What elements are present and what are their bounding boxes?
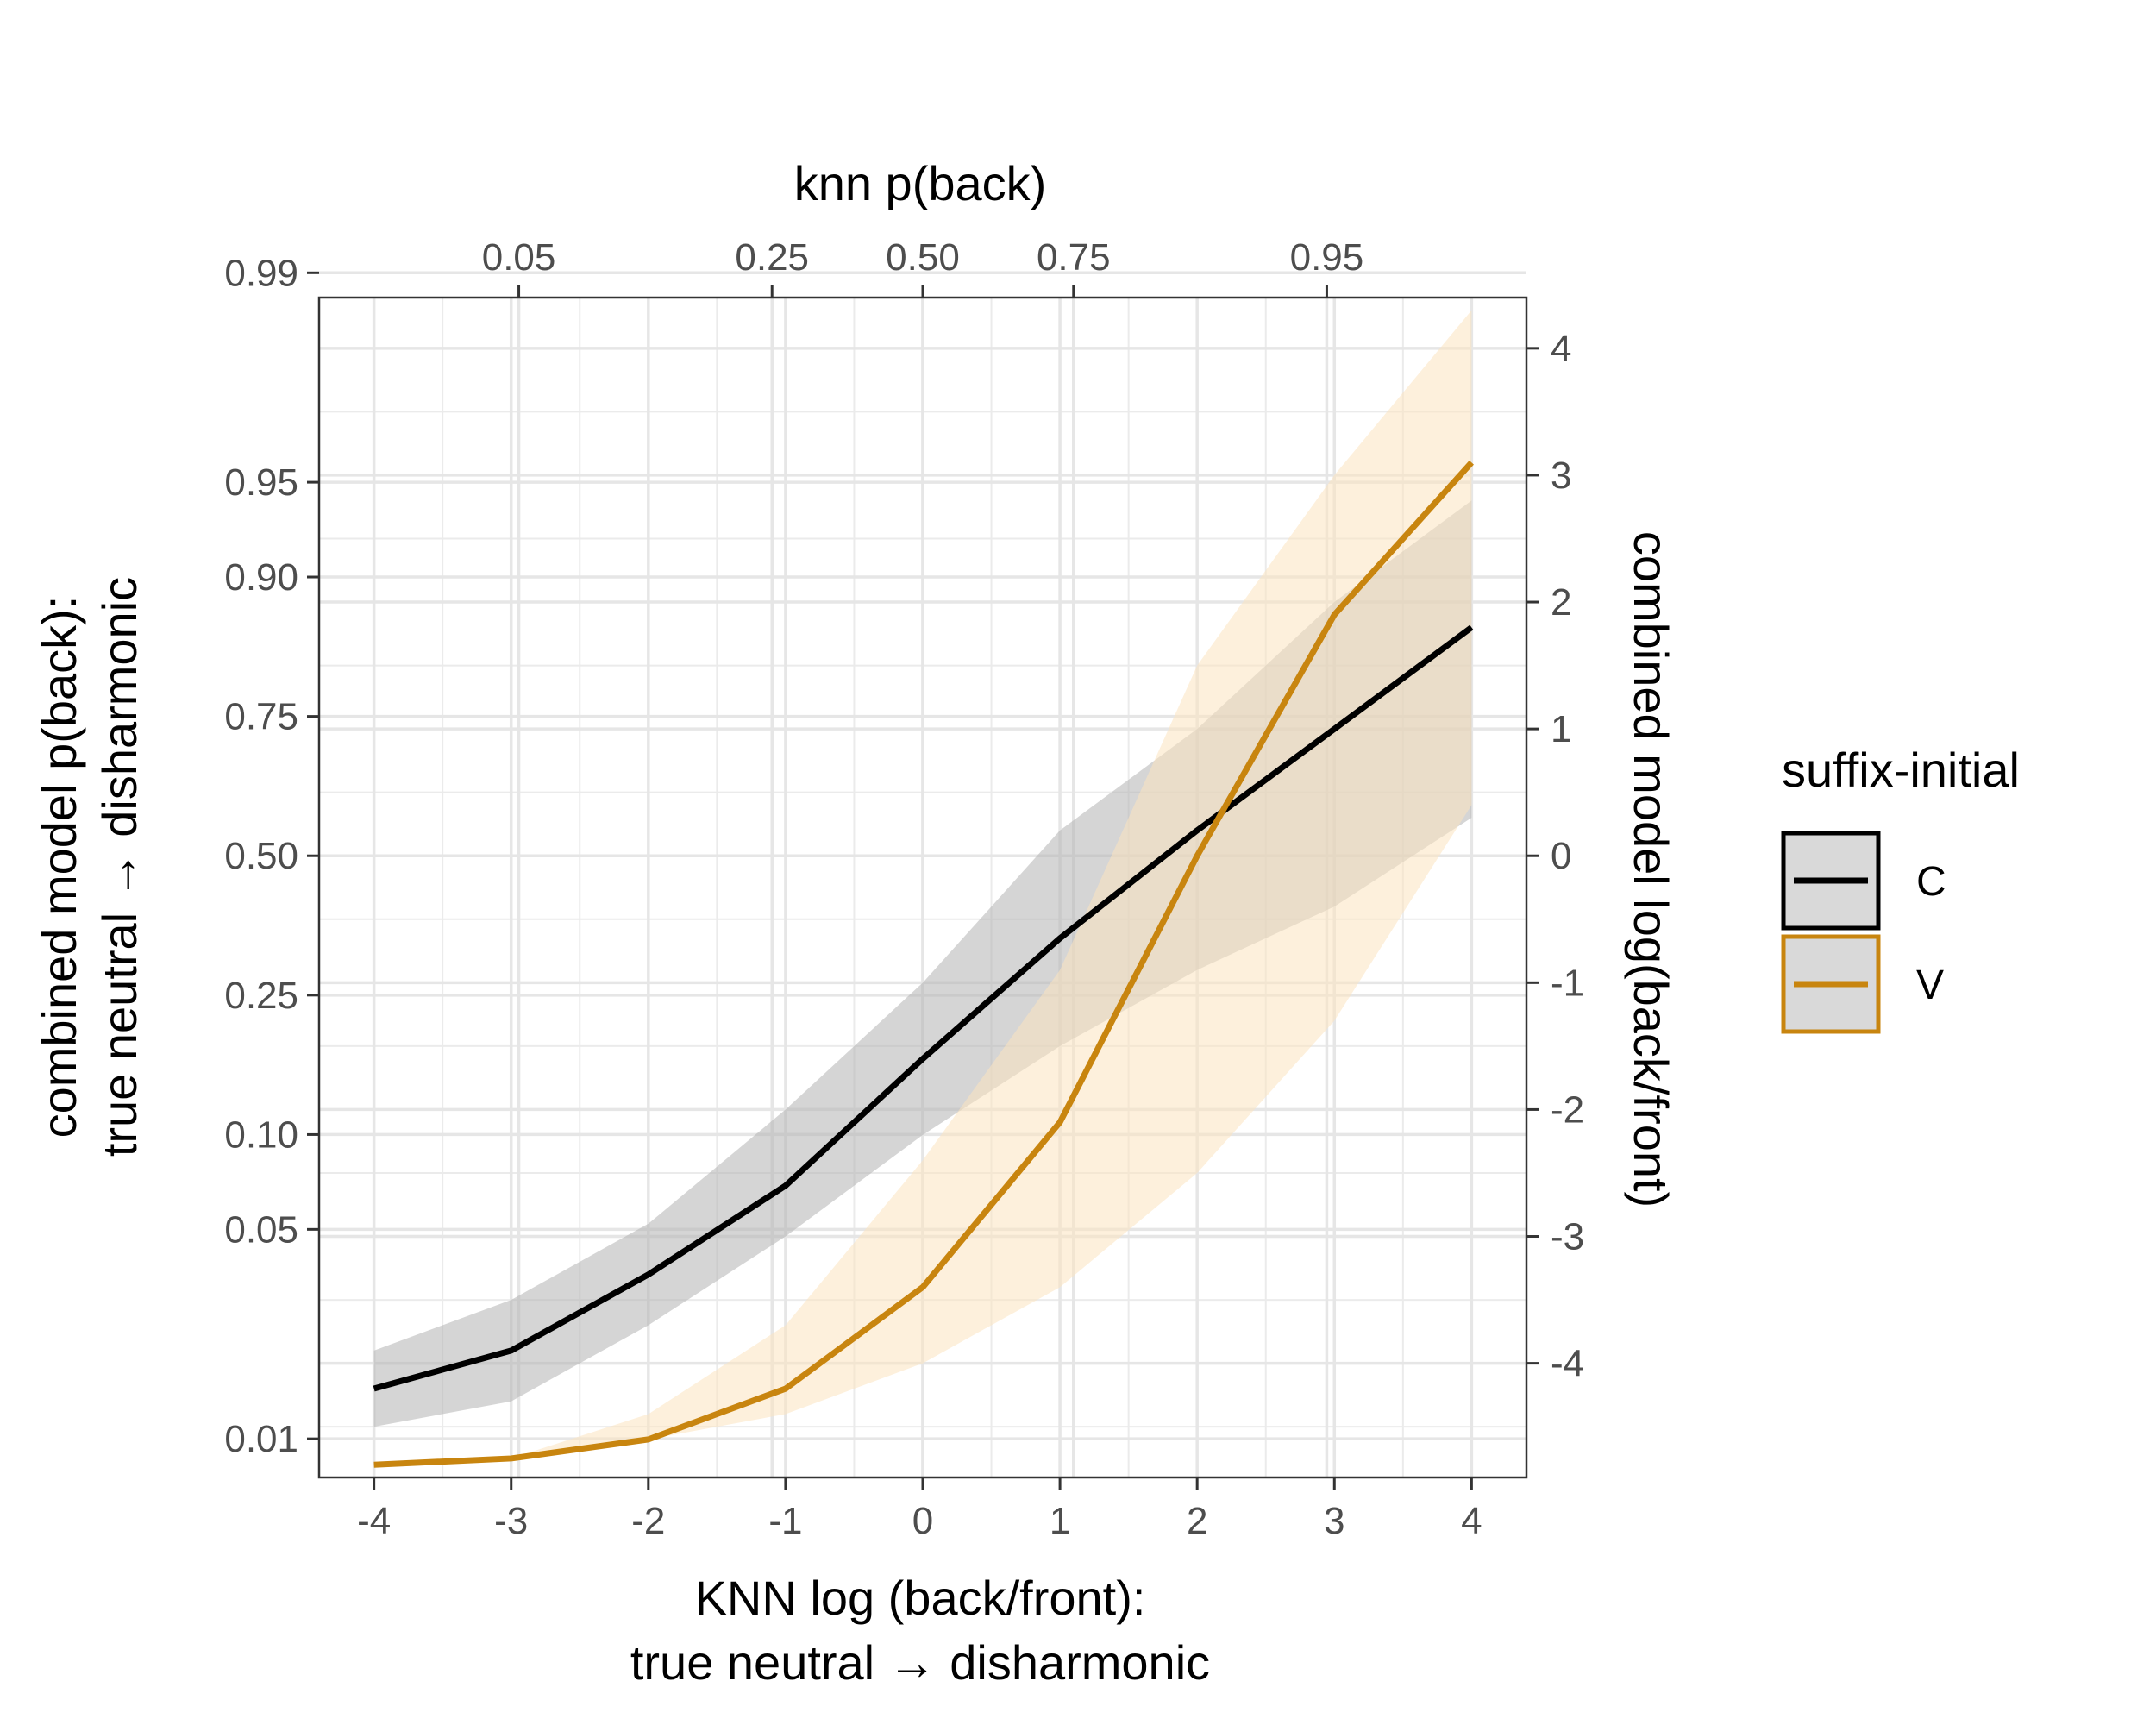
y-axis-right: -4 -3 -2 -1 0 1 2 3 4 xyxy=(1526,328,1584,1385)
x-tick-label: -3 xyxy=(494,1500,528,1542)
x-axis-top: 0.05 0.25 0.50 0.75 0.95 xyxy=(482,236,1364,298)
confidence-ribbons xyxy=(373,310,1472,1465)
y-axis-left: 0.01 0.05 0.10 0.25 0.50 0.75 0.90 0.95 0.99 xyxy=(224,252,319,1460)
series-lines xyxy=(373,460,1474,1468)
right-tick-label: -4 xyxy=(1551,1343,1584,1385)
left-tick-label: 0.95 xyxy=(224,461,298,504)
left-tick-label: 0.05 xyxy=(224,1208,298,1251)
ribbon-V xyxy=(373,310,1472,1465)
x-tick-label: -1 xyxy=(768,1500,802,1542)
x-tick-label: 2 xyxy=(1187,1500,1207,1542)
top-tick-label: 0.50 xyxy=(886,236,960,279)
x-axis-bottom: -4 -3 -2 -1 0 1 2 3 4 xyxy=(357,1477,1482,1542)
y-axis-left-title-line2: true neutral → disharmonic xyxy=(92,577,147,1157)
right-tick-label: 1 xyxy=(1551,708,1571,750)
x-tick-label: 1 xyxy=(1050,1500,1070,1542)
right-tick-label: 2 xyxy=(1551,581,1571,624)
left-tick-label: 0.90 xyxy=(224,556,298,599)
series-line-V xyxy=(373,460,1474,1468)
right-tick-label: 3 xyxy=(1551,455,1571,497)
x-axis-top-title: knn p(back) xyxy=(794,156,1047,210)
x-tick-label: 4 xyxy=(1461,1500,1482,1542)
legend-title: suffix-initial xyxy=(1782,743,2020,797)
x-axis-bottom-title-line2: true neutral → disharmonic xyxy=(630,1635,1210,1690)
legend: suffix-initial C V xyxy=(1781,743,2020,1034)
top-tick-label: 0.95 xyxy=(1290,236,1364,279)
y-axis-right-title: combined model log(back/front) xyxy=(1624,531,1678,1208)
x-tick-label: 0 xyxy=(912,1500,933,1542)
x-tick-label: -2 xyxy=(631,1500,665,1542)
top-tick-label: 0.05 xyxy=(482,236,556,279)
series-line-C xyxy=(373,624,1474,1392)
right-tick-label: 4 xyxy=(1551,328,1571,370)
right-tick-label: 0 xyxy=(1551,835,1571,877)
x-tick-label: 3 xyxy=(1324,1500,1344,1542)
x-axis-bottom-title-line1: KNN log (back/front): xyxy=(695,1571,1146,1625)
legend-label-V: V xyxy=(1916,963,1944,1008)
right-tick-label: -2 xyxy=(1551,1088,1584,1131)
x-tick-label: -4 xyxy=(357,1500,391,1542)
left-tick-label: 0.01 xyxy=(224,1418,298,1460)
right-tick-label: -1 xyxy=(1551,962,1584,1004)
y-axis-left-title-line1: combined model p(back): xyxy=(32,596,86,1138)
left-tick-label: 0.25 xyxy=(224,975,298,1017)
legend-label-C: C xyxy=(1916,859,1946,905)
left-tick-label: 0.50 xyxy=(224,835,298,877)
right-tick-label: -3 xyxy=(1551,1216,1584,1258)
left-tick-label: 0.10 xyxy=(224,1113,298,1156)
left-tick-label: 0.99 xyxy=(224,252,298,294)
top-tick-label: 0.75 xyxy=(1037,236,1111,279)
left-tick-label: 0.75 xyxy=(224,696,298,738)
top-tick-label: 0.25 xyxy=(735,236,809,279)
